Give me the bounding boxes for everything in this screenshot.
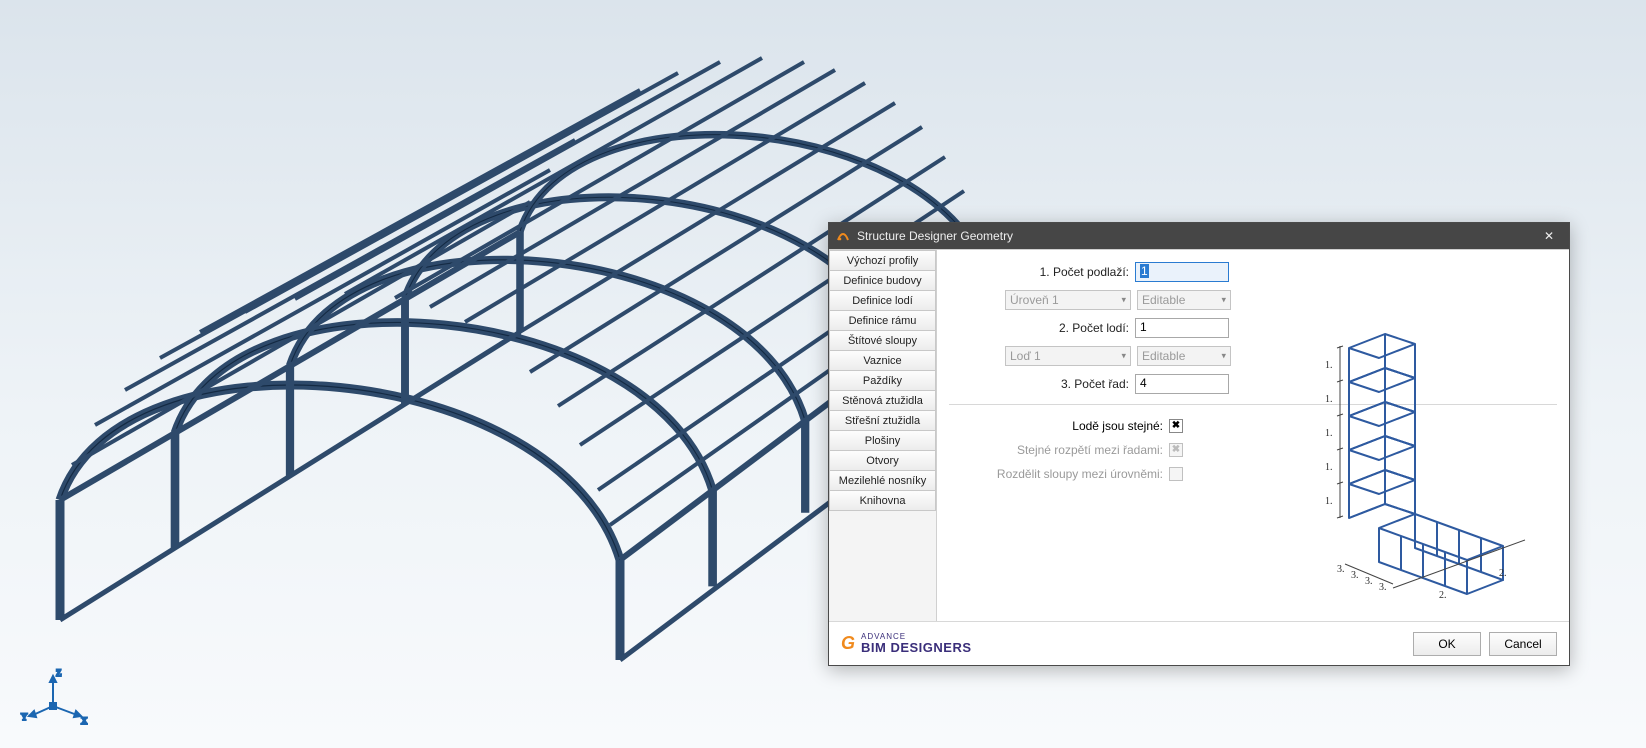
- svg-text:1.: 1.: [1325, 496, 1333, 507]
- sidebar-item-intermediate-beams[interactable]: Mezilehlé nosníky: [829, 470, 936, 491]
- chevron-down-icon: ▾: [1221, 351, 1226, 362]
- checkbox-split-columns: ✖: [1169, 467, 1183, 481]
- svg-text:3.: 3.: [1379, 582, 1387, 593]
- svg-text:1.: 1.: [1325, 462, 1333, 473]
- label-same-span: Stejné rozpětí mezi řadami:: [949, 443, 1169, 457]
- sidebar-item-girts[interactable]: Paždíky: [829, 370, 936, 391]
- ok-button[interactable]: OK: [1413, 632, 1481, 656]
- dialog-titlebar[interactable]: Structure Designer Geometry ✕: [829, 223, 1569, 249]
- brand-glyph-icon: G: [841, 633, 855, 654]
- sidebar-item-gable-columns[interactable]: Štítové sloupy: [829, 330, 936, 351]
- svg-text:2.: 2.: [1499, 568, 1507, 579]
- chevron-down-icon: ▾: [1121, 295, 1126, 306]
- dialog-close-button[interactable]: ✕: [1529, 223, 1569, 249]
- axis-x-label: X: [81, 716, 88, 726]
- dropdown-level[interactable]: Úroveň 1▾: [1005, 290, 1131, 310]
- sidebar-item-purlins[interactable]: Vaznice: [829, 350, 936, 371]
- axis-triad: Z X Y: [18, 668, 88, 738]
- brand-logo: G ADVANCE BIM DESIGNERS: [841, 633, 972, 654]
- sidebar-item-roof-bracing[interactable]: Střešní ztužidla: [829, 410, 936, 431]
- label-bay-count: 2. Počet lodí:: [949, 321, 1135, 335]
- geometry-preview: 1. 1. 1. 1. 1. 3. 3. 3. 3. 2. 2.: [1289, 288, 1559, 618]
- axis-y-label: Y: [21, 712, 28, 722]
- sidebar-item-library[interactable]: Knihovna: [829, 490, 936, 511]
- label-split-columns: Rozdělit sloupy mezi úrovněmi:: [949, 467, 1169, 481]
- label-same-bays: Lodě jsou stejné:: [949, 419, 1169, 433]
- app-logo-icon: [835, 228, 851, 244]
- label-floor-count: 1. Počet podlaží:: [949, 265, 1135, 279]
- geometry-dialog: Structure Designer Geometry ✕ Výchozí pr…: [828, 222, 1570, 666]
- row-floor-count: 1. Počet podlaží: 1: [949, 260, 1557, 284]
- input-bay-count[interactable]: 1: [1135, 318, 1229, 338]
- svg-text:3.: 3.: [1365, 576, 1373, 587]
- checkbox-same-bays[interactable]: ✖: [1169, 419, 1183, 433]
- sidebar-item-wall-bracing[interactable]: Stěnová ztužidla: [829, 390, 936, 411]
- chevron-down-icon: ▾: [1221, 295, 1226, 306]
- close-icon: ✕: [1544, 229, 1554, 243]
- dropdown-level-state[interactable]: Editable▾: [1137, 290, 1231, 310]
- dialog-main-pane: 1. Počet podlaží: 1 Úroveň 1▾ Editable▾ …: [937, 250, 1569, 621]
- brand-big: BIM DESIGNERS: [861, 641, 972, 654]
- sidebar-item-bay-definition[interactable]: Definice lodí: [829, 290, 936, 311]
- sidebar-item-platforms[interactable]: Plošiny: [829, 430, 936, 451]
- label-row-count: 3. Počet řad:: [949, 377, 1135, 391]
- svg-text:2.: 2.: [1439, 590, 1447, 601]
- checkbox-same-span: ✖: [1169, 443, 1183, 457]
- chevron-down-icon: ▾: [1121, 351, 1126, 362]
- dropdown-bay[interactable]: Loď 1▾: [1005, 346, 1131, 366]
- input-floor-count[interactable]: 1: [1135, 262, 1229, 282]
- axis-z-label: Z: [56, 668, 62, 678]
- dialog-body: Výchozí profily Definice budovy Definice…: [829, 249, 1569, 621]
- dialog-title: Structure Designer Geometry: [857, 229, 1529, 243]
- sidebar-item-openings[interactable]: Otvory: [829, 450, 936, 471]
- svg-text:1.: 1.: [1325, 428, 1333, 439]
- sidebar-item-frame-definition[interactable]: Definice rámu: [829, 310, 936, 331]
- sidebar-item-building-definition[interactable]: Definice budovy: [829, 270, 936, 291]
- dialog-sidebar: Výchozí profily Definice budovy Definice…: [829, 250, 937, 621]
- dialog-footer: G ADVANCE BIM DESIGNERS OK Cancel: [829, 621, 1569, 665]
- dropdown-bay-state[interactable]: Editable▾: [1137, 346, 1231, 366]
- svg-text:1.: 1.: [1325, 360, 1333, 371]
- sidebar-item-default-profiles[interactable]: Výchozí profily: [829, 250, 936, 271]
- svg-text:1.: 1.: [1325, 394, 1333, 405]
- svg-text:3.: 3.: [1351, 570, 1359, 581]
- input-row-count[interactable]: 4: [1135, 374, 1229, 394]
- svg-text:3.: 3.: [1337, 564, 1345, 575]
- cancel-button[interactable]: Cancel: [1489, 632, 1557, 656]
